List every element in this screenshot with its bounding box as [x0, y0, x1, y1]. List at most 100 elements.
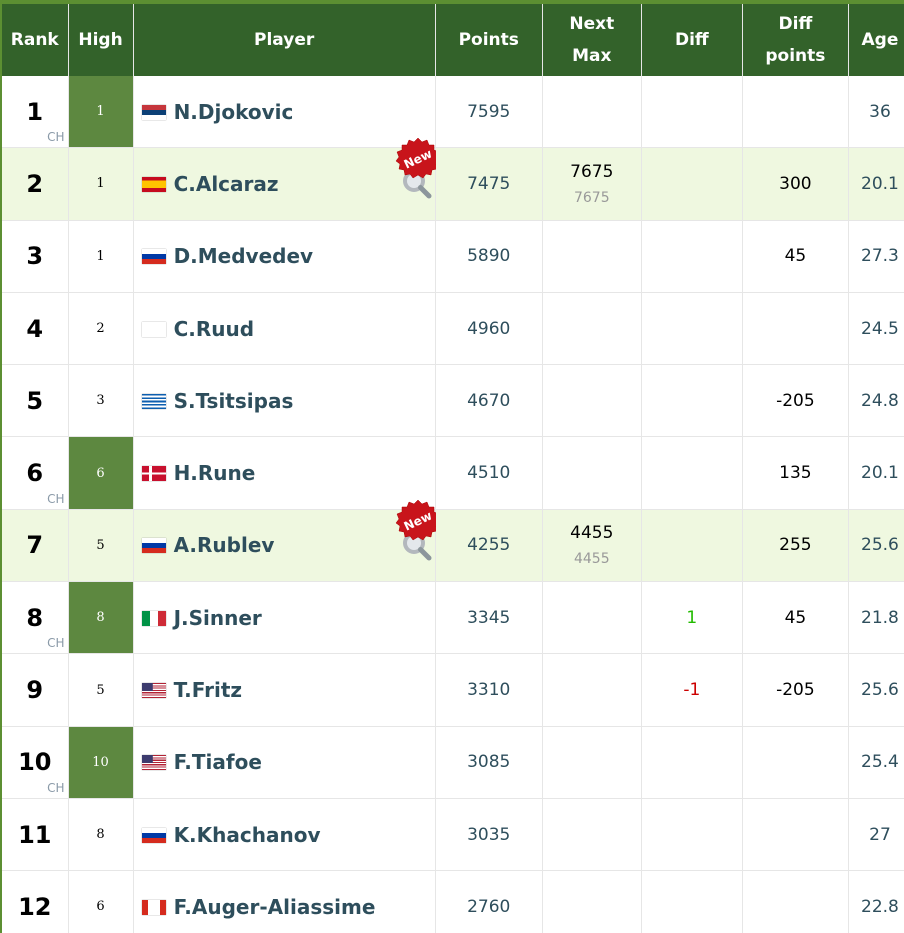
career-high-marker: CH	[47, 780, 65, 795]
player-cell: C.Alcaraz New	[133, 137, 441, 221]
diff-cell	[641, 220, 743, 293]
header-high[interactable]: High	[68, 2, 134, 76]
header-diff-points[interactable]: Diff points	[742, 2, 849, 76]
rank-value: 3	[26, 242, 44, 271]
table-row[interactable]: 10 CH 10 F.Tiafoe 3085 25.4	[1, 726, 904, 799]
next-max-cell	[542, 364, 642, 438]
player-name-link[interactable]: F.Auger-Aliassime	[173, 894, 376, 919]
points-cell: 3035	[435, 798, 543, 872]
table-row[interactable]: 8 CH 8 J.Sinner 3345 1 45 21.8	[1, 581, 904, 655]
points-cell: 3085	[435, 726, 543, 799]
russia-flag-icon	[141, 249, 166, 265]
player-cell: N.Djokovic	[133, 76, 436, 149]
age-cell: 24.5	[848, 292, 904, 366]
rank-value: 4	[26, 314, 44, 343]
table-row[interactable]: 11 8 K.Khachanov 3035 27	[1, 798, 904, 872]
rank-value: 9	[26, 676, 44, 705]
rank-cell: 2	[1, 147, 69, 221]
player-name-link[interactable]: J.Sinner	[173, 605, 262, 630]
diff-cell	[641, 147, 743, 221]
age-cell: 21.8	[848, 581, 904, 655]
header-player[interactable]: Player	[133, 2, 436, 76]
rank-value: 10	[18, 748, 52, 777]
italy-flag-icon	[141, 610, 166, 626]
points-cell: 4960	[435, 292, 543, 366]
diff-cell	[641, 726, 743, 799]
new-badge-icon: New	[395, 137, 441, 179]
player-name-link[interactable]: C.Ruud	[173, 316, 255, 341]
rank-cell: 9	[1, 653, 69, 727]
points-cell: 5890	[435, 220, 543, 293]
player-cell: F.Tiafoe	[133, 726, 436, 799]
player-name-link[interactable]: C.Alcaraz	[173, 171, 279, 196]
player-name-link[interactable]: K.Khachanov	[173, 822, 321, 847]
player-name-link[interactable]: S.Tsitsipas	[173, 388, 294, 413]
player-name-link[interactable]: H.Rune	[173, 461, 256, 486]
rank-value: 12	[18, 892, 52, 921]
diff-cell: -1	[641, 653, 743, 727]
player-name-link[interactable]: A.Rublev	[173, 533, 275, 558]
table-row[interactable]: 12 6 F.Auger-Aliassime 2760 22.8	[1, 870, 904, 933]
next-max-cell	[542, 798, 642, 872]
table-row[interactable]: 9 5 T.Fritz 3310 -1 -205 25.6	[1, 653, 904, 727]
player-name-link[interactable]: N.Djokovic	[173, 99, 294, 124]
player-name-link[interactable]: D.Medvedev	[173, 244, 314, 269]
rank-value: 7	[26, 531, 44, 560]
age-cell: 22.8	[848, 870, 904, 933]
header-row: Rank High Player Points Next Max Diff Di…	[1, 2, 904, 76]
age-cell: 25.4	[848, 726, 904, 799]
search-icon[interactable]	[401, 530, 433, 562]
diff-points-cell: 300	[742, 147, 849, 221]
table-row[interactable]: 4 2 C.Ruud 4960 24.5	[1, 292, 904, 366]
career-high-marker: CH	[47, 636, 65, 651]
high-cell: 1	[68, 147, 134, 221]
next-max-cell	[542, 581, 642, 655]
player-name-link[interactable]: F.Tiafoe	[173, 750, 262, 775]
rank-value: 5	[26, 386, 44, 415]
next-max-cell: 4455 4455	[542, 509, 642, 583]
header-points[interactable]: Points	[435, 2, 543, 76]
table-row[interactable]: 2 1 C.Alcaraz New 7475 7675 7675 300 20.1	[1, 137, 904, 221]
age-cell: 25.6	[848, 509, 904, 583]
next-max-cell	[542, 292, 642, 366]
diff-points-cell: 255	[742, 509, 849, 583]
rank-cell: 1 CH	[1, 76, 69, 149]
table-row[interactable]: 1 CH 1 N.Djokovic 7595 36	[1, 76, 904, 149]
player-cell: J.Sinner	[133, 581, 436, 655]
age-cell: 36	[848, 76, 904, 149]
player-cell: A.Rublev New	[133, 499, 441, 583]
player-cell: C.Ruud	[133, 292, 436, 366]
table-row[interactable]: 7 5 A.Rublev New 4255 4455 4455 255 25.6	[1, 499, 904, 583]
next-max-sub-value: 4455	[573, 551, 610, 568]
rank-value: 1	[26, 97, 44, 126]
greece-flag-icon	[141, 393, 166, 409]
age-cell: 24.8	[848, 364, 904, 438]
usa-flag-icon	[141, 683, 166, 699]
next-max-value: 4455	[570, 523, 614, 544]
career-high-marker: CH	[47, 491, 65, 506]
player-name-link[interactable]: T.Fritz	[173, 678, 243, 703]
points-cell: 4255	[435, 509, 543, 583]
age-cell: 25.6	[848, 653, 904, 727]
points-cell: 4670	[435, 364, 543, 438]
high-cell: 8	[68, 798, 134, 872]
denmark-flag-icon	[141, 466, 166, 482]
header-diff[interactable]: Diff	[641, 2, 743, 76]
next-max-sub-value: 7675	[573, 189, 610, 206]
next-max-cell	[542, 870, 642, 933]
table-row[interactable]: 5 3 S.Tsitsipas 4670 -205 24.8	[1, 364, 904, 438]
usa-flag-icon	[141, 755, 166, 771]
player-cell: S.Tsitsipas	[133, 364, 436, 438]
header-age[interactable]: Age	[848, 2, 904, 76]
table-row[interactable]: 3 1 D.Medvedev 5890 45 27.3	[1, 220, 904, 293]
points-cell: 3310	[435, 653, 543, 727]
table-row[interactable]: 6 CH 6 H.Rune 4510 135 20.1	[1, 436, 904, 510]
header-rank[interactable]: Rank	[1, 2, 69, 76]
header-next-max[interactable]: Next Max	[542, 2, 642, 76]
high-cell: 6	[68, 436, 134, 510]
player-cell: D.Medvedev	[133, 220, 436, 293]
high-cell: 5	[68, 509, 134, 583]
points-cell: 7475	[435, 147, 543, 221]
rank-cell: 6 CH	[1, 436, 69, 510]
